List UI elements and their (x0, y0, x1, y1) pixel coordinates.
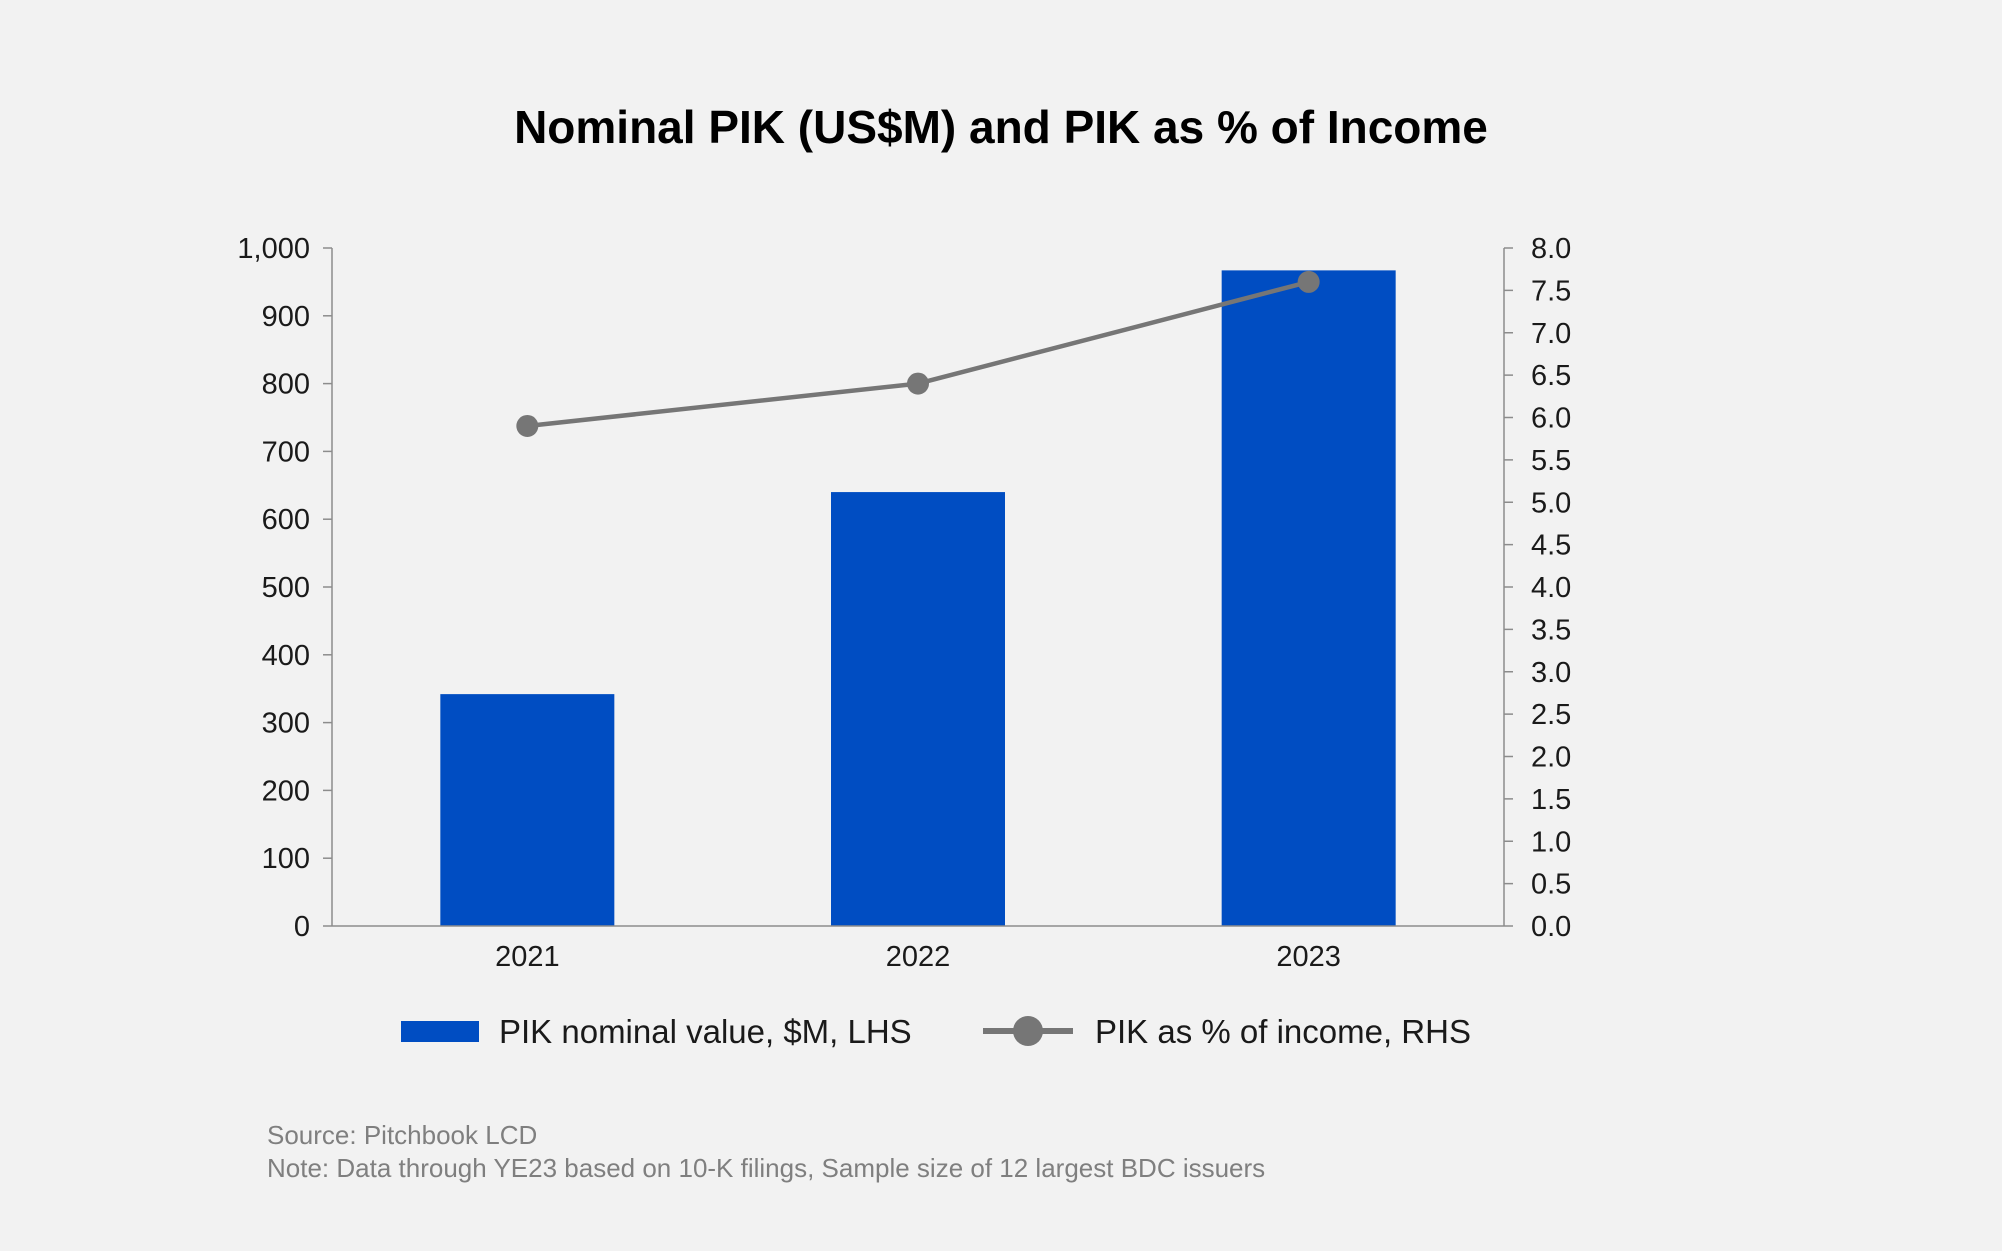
bar-2023 (1221, 270, 1396, 926)
legend-line-label: PIK as % of income, RHS (1095, 1013, 1471, 1050)
y-right-tick-label: 6.5 (1531, 360, 1571, 392)
line-point-2021 (516, 414, 539, 437)
y-right-tick-label: 7.0 (1531, 318, 1571, 350)
y-right-tick-label: 4.0 (1531, 572, 1571, 604)
y-right-tick-label: 2.0 (1531, 742, 1571, 774)
legend-line-marker (1013, 1016, 1043, 1046)
legend-bar-swatch (401, 1021, 479, 1042)
y-left-tick-label: 600 (262, 504, 310, 536)
line-point-2023 (1297, 270, 1320, 293)
y-right-tick-label: 1.0 (1531, 826, 1571, 858)
bar-series (440, 270, 1396, 926)
source-note: Source: Pitchbook LCD (267, 1120, 537, 1150)
legend-bar-label: PIK nominal value, $M, LHS (499, 1013, 912, 1050)
line-point-2022 (907, 372, 929, 395)
y-left-tick-label: 1,000 (237, 233, 310, 265)
y-left-tick-label: 500 (262, 572, 310, 604)
y-right-tick-label: 5.0 (1531, 487, 1571, 519)
x-axis: 2021 2022 2023 (495, 941, 1341, 973)
x-tick-label: 2022 (886, 941, 951, 973)
axes (331, 248, 1505, 927)
y-right-tick-label: 5.5 (1531, 445, 1571, 477)
y-left-tick-label: 100 (262, 843, 310, 875)
y-right-tick-label: 1.5 (1531, 784, 1571, 816)
y-right-tick-label: 4.5 (1531, 530, 1571, 562)
y-axis-left: 0 100 200 300 400 500 600 700 800 900 1,000 (237, 233, 332, 943)
x-tick-label: 2021 (495, 941, 560, 973)
y-right-tick-label: 3.0 (1531, 657, 1571, 689)
line-pik-percent (527, 279, 1310, 429)
y-left-tick-label: 800 (262, 369, 310, 401)
x-tick-label: 2023 (1276, 941, 1341, 973)
y-right-tick-label: 7.5 (1531, 275, 1571, 307)
y-right-tick-label: 2.5 (1531, 699, 1571, 731)
bar-2022 (831, 492, 1005, 926)
y-left-tick-label: 300 (262, 708, 310, 740)
data-note: Note: Data through YE23 based on 10-K fi… (267, 1153, 1265, 1183)
y-right-tick-label: 3.5 (1531, 614, 1571, 646)
y-right-tick-label: 6.0 (1531, 403, 1571, 435)
y-right-tick-label: 8.0 (1531, 233, 1571, 265)
chart-title: Nominal PIK (US$M) and PIK as % of Incom… (514, 101, 1488, 153)
bar-2021 (440, 694, 615, 926)
y-left-tick-label: 400 (262, 640, 310, 672)
y-right-tick-label: 0.0 (1531, 911, 1571, 943)
y-left-tick-label: 0 (294, 911, 310, 943)
line-series (516, 270, 1320, 437)
y-left-tick-label: 700 (262, 436, 310, 468)
y-left-tick-label: 900 (262, 301, 310, 333)
y-axis-right: 0.0 0.5 1.0 1.5 2.0 2.5 3.0 3.5 4.0 4.5 5.0 5.5 6.0 6… (1504, 233, 1571, 943)
legend: PIK nominal value, $M, LHS PIK as % of i… (401, 1013, 1471, 1050)
y-right-tick-label: 0.5 (1531, 869, 1571, 901)
y-left-tick-label: 200 (262, 775, 310, 807)
